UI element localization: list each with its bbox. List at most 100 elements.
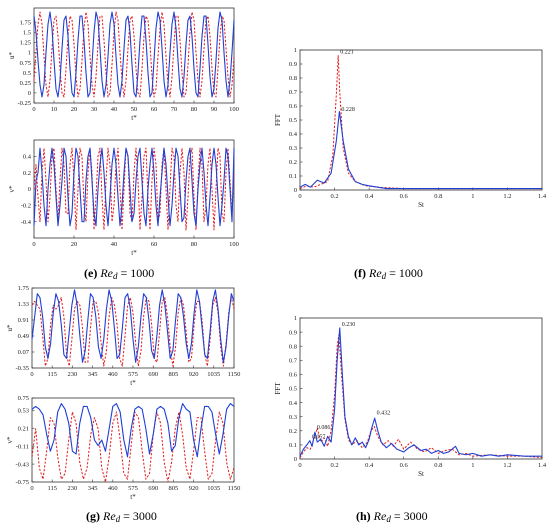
caption-g-re: Re: [103, 509, 116, 523]
x-tick-label: 1.4: [538, 462, 547, 469]
x-tick-label: 345: [88, 371, 98, 378]
caption-e-letter: (e): [84, 266, 98, 280]
plot-frame: [299, 317, 543, 460]
chart-e-top: 0 10 20 30 40 50 60 70 80 90 100-0.2500.250.50.751…: [8, 7, 239, 122]
y-tick-label: 0.2: [23, 170, 31, 177]
y-axis-label: FFT: [274, 382, 282, 395]
caption-f-re: Re: [369, 266, 382, 280]
y-tick-label: -0.25: [17, 100, 31, 107]
caption-f-letter: (f): [354, 266, 366, 280]
x-tick-label: 345: [88, 485, 98, 492]
y-tick-label: 0.9: [289, 61, 297, 68]
x-tick-label: 460: [108, 485, 118, 492]
caption-f-sub: d: [381, 271, 387, 281]
chart-h: 0 0.2 0.4 0.6 0.8 1 1.2 1.4 0 0.1 0.2 0.3 0.4 0.5 0.6 0…: [274, 315, 547, 478]
peak-annotation: 0.432: [377, 411, 391, 417]
x-tick-label: 805: [169, 485, 179, 492]
y-tick-label: 1.25: [20, 40, 31, 47]
x-tick-label: 690: [148, 371, 158, 378]
y-tick-label: 1.75: [18, 285, 29, 292]
y-tick-label: 1: [28, 50, 31, 57]
caption-e: (e) Red = 1000: [84, 266, 154, 281]
x-tick-label: 575: [128, 371, 138, 378]
x-tick-label: 70: [171, 106, 178, 113]
y-tick-label: 0.5: [289, 386, 297, 393]
caption-g-sub: d: [115, 514, 121, 524]
x-tick-label: 1: [471, 193, 474, 200]
x-tick-label: 90: [211, 106, 218, 113]
series-line-solid: [31, 403, 235, 458]
y-tick-label: 1.33: [18, 301, 29, 308]
x-tick-label: 20: [71, 106, 78, 113]
x-tick-label: 1.4: [538, 193, 547, 200]
x-tick-label: 575: [128, 485, 138, 492]
y-tick-label: 0.1: [289, 173, 297, 180]
y-axis-label: FFT: [274, 113, 282, 126]
y-tick-label: 0.4: [289, 131, 298, 138]
x-tick-label: 100: [229, 106, 239, 113]
x-tick-label: 920: [189, 371, 199, 378]
chart-g-bottom: 0 115 230 345 460 575 690 805 920 1035 1150 -0.75 -0…: [6, 395, 240, 501]
y-tick-label: 0.75: [18, 395, 29, 402]
y-tick-label: 0.91: [18, 317, 29, 324]
x-tick-label: 1.2: [503, 462, 511, 469]
x-axis-label: St: [418, 201, 424, 209]
series-line-solid: [33, 147, 235, 227]
x-tick-label: 1150: [228, 371, 241, 378]
y-tick-label: 1.5: [23, 29, 31, 36]
y-axis-label: v*: [6, 436, 14, 444]
peak-annotation: 0.230: [342, 322, 356, 328]
series-line-dashed: [33, 11, 235, 98]
x-tick-label: 1035: [207, 371, 220, 378]
x-tick-label: 115: [47, 371, 57, 378]
x-tick-label: 0.4: [365, 462, 374, 469]
x-tick-label: 0.4: [365, 193, 374, 200]
y-tick-label: 1: [294, 315, 297, 322]
y-tick-label: -0.2: [21, 203, 31, 210]
series-line-solid: [299, 111, 542, 190]
y-tick-label: 0.7: [289, 358, 298, 365]
chart-e-bottom: 0 20 40 60 80 100 -0.4 -0.2 0 0.2 0.4 t* v*: [8, 139, 239, 257]
x-tick-label: 0.6: [400, 462, 409, 469]
x-tick-label: 60: [151, 241, 158, 248]
y-axis-label: u*: [6, 324, 14, 332]
x-tick-label: 0: [298, 462, 301, 469]
y-tick-label: 0.5: [289, 117, 297, 124]
caption-h-re: Re: [373, 509, 387, 523]
y-tick-label: 0.3: [289, 414, 297, 421]
y-tick-label: 0.3: [289, 145, 297, 152]
caption-h-sub: d: [386, 514, 391, 524]
caption-e-value: = 1000: [120, 266, 155, 280]
x-tick-label: 0.2: [331, 193, 339, 200]
y-tick-label: 0.7: [289, 89, 298, 96]
series-line-dashed: [31, 411, 235, 483]
chart-f: 0 0.2 0.4 0.6 0.8 1 1.2 1.4 0 0.1 0.2 0.3 0.4 0.5 0.6 0…: [274, 47, 547, 209]
x-axis-label: St: [418, 470, 424, 478]
x-tick-label: 805: [169, 371, 179, 378]
series-line-solid: [31, 289, 235, 363]
x-tick-label: 40: [111, 241, 118, 248]
y-tick-label: 0.8: [289, 343, 297, 350]
caption-h: (h) Red = 3000: [356, 509, 428, 524]
y-tick-label: 1: [294, 47, 297, 54]
series-line-dashed: [33, 147, 235, 231]
y-tick-label: 0.4: [289, 400, 298, 407]
peak-annotation: 0.221: [340, 50, 354, 56]
x-tick-label: 30: [91, 106, 98, 113]
y-tick-label: -0.35: [15, 365, 29, 372]
x-tick-label: 920: [189, 485, 199, 492]
y-tick-label: 0.5: [23, 70, 31, 77]
x-tick-label: 0: [30, 371, 33, 378]
caption-e-sub: d: [112, 271, 118, 281]
x-tick-label: 115: [47, 485, 57, 492]
y-tick-label: 0.2: [289, 159, 297, 166]
plot-frame: [31, 287, 235, 369]
x-tick-label: 460: [108, 371, 118, 378]
x-tick-label: 100: [229, 241, 239, 248]
y-tick-label: 0.2: [289, 428, 297, 435]
x-axis-label: t*: [130, 379, 136, 387]
x-tick-label: 0.8: [434, 462, 442, 469]
series-line-solid: [299, 327, 542, 457]
y-tick-label: 0.1: [289, 442, 297, 449]
x-tick-label: 0: [298, 193, 301, 200]
